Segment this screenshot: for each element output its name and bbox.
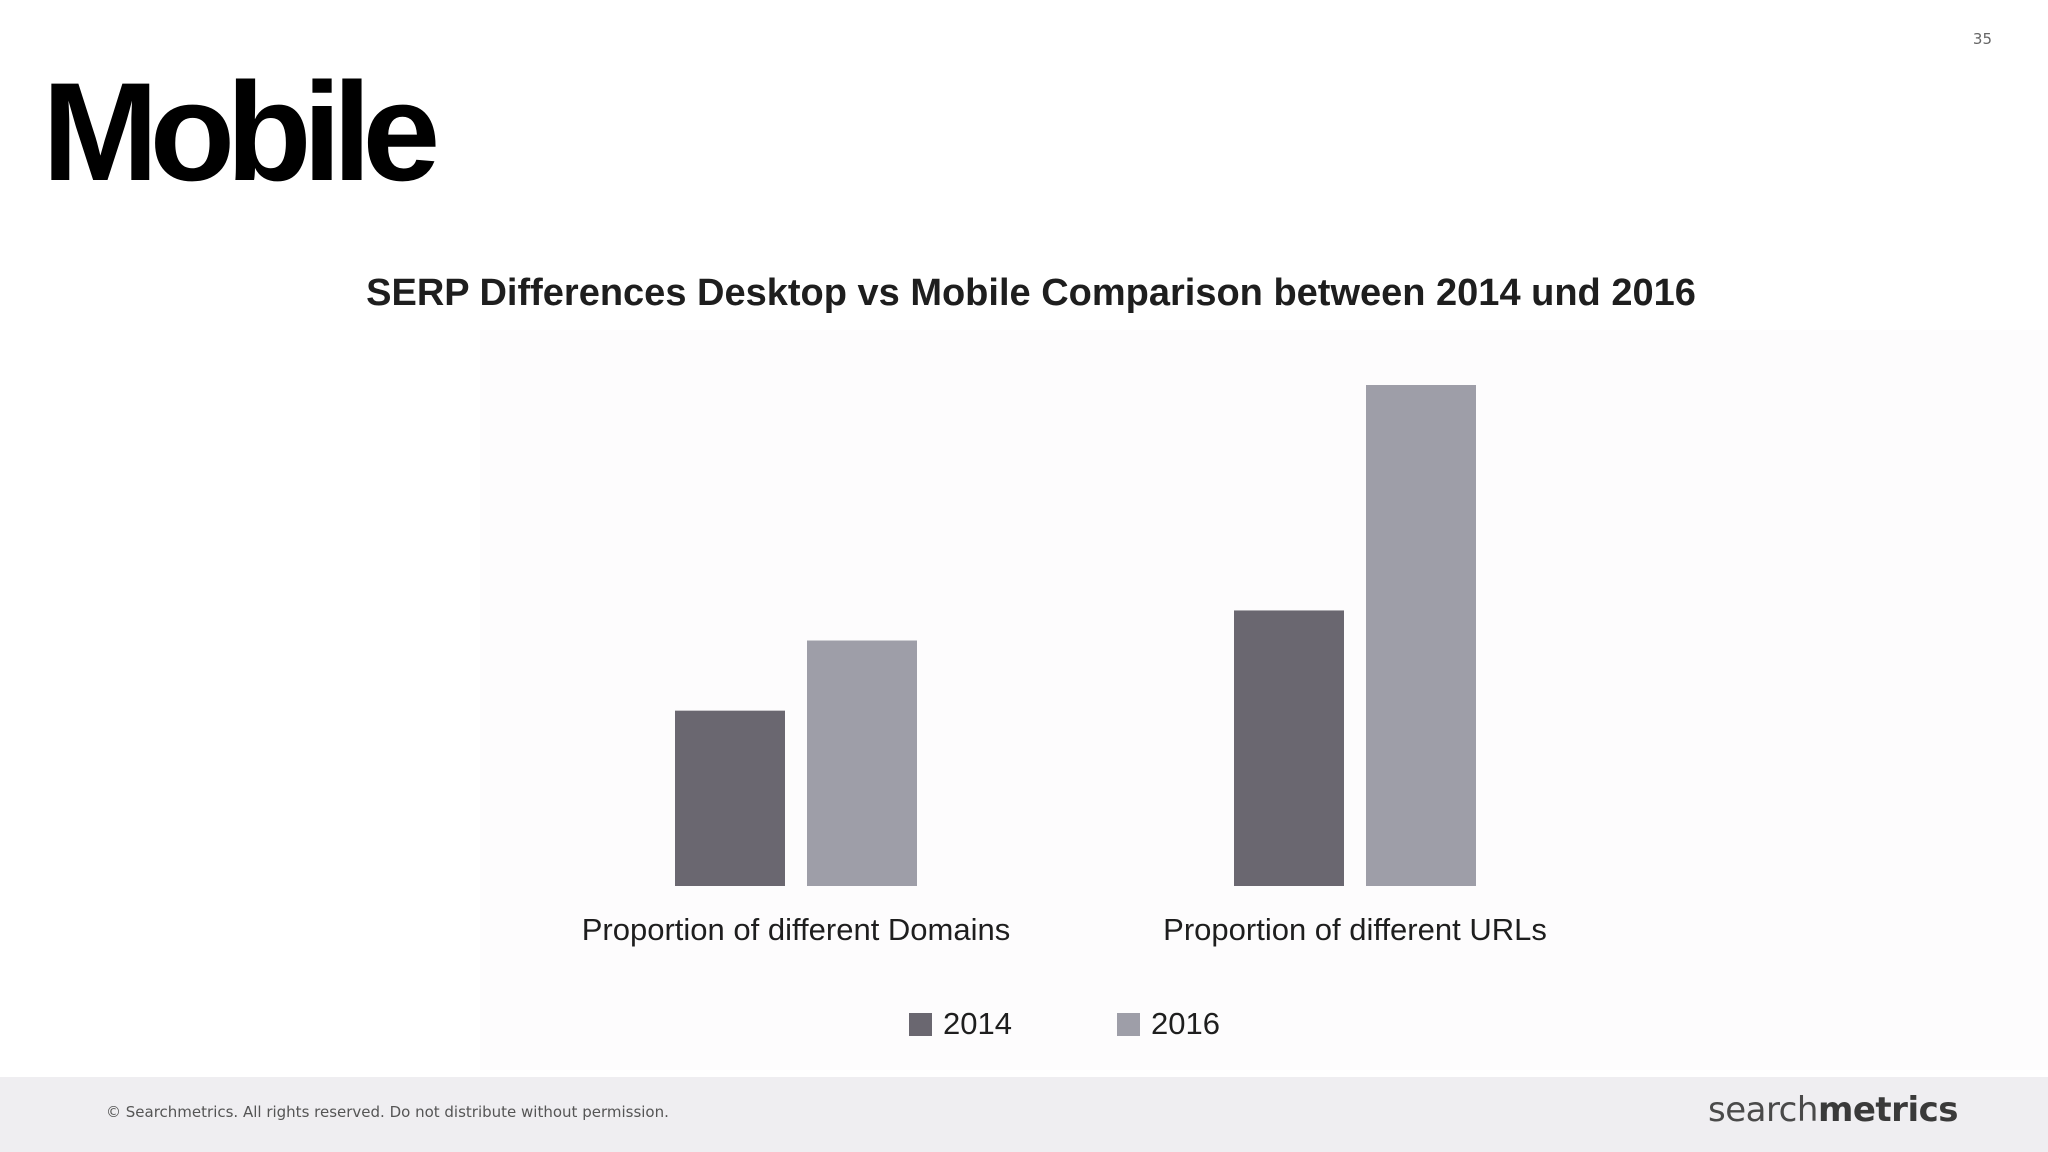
legend-label-2014: 2014 — [943, 1006, 1012, 1041]
bar-2014-urls — [1234, 610, 1344, 886]
chart-title: SERP Differences Desktop vs Mobile Compa… — [366, 272, 1696, 314]
copyright-text: © Searchmetrics. All rights reserved. Do… — [106, 1103, 669, 1121]
logo-text-bold: metrics — [1817, 1090, 1959, 1130]
slide-number: 35 — [1972, 30, 1992, 48]
slide-title: Mobile — [42, 53, 440, 210]
category-label: Proportion of different URLs — [1163, 912, 1547, 947]
searchmetrics-logo: searchmetrics — [1707, 1090, 1959, 1130]
legend-label-2016: 2016 — [1151, 1006, 1220, 1041]
logo-text-light: search — [1707, 1090, 1818, 1130]
bar-chart: Proportion of different Domains Proportio… — [582, 385, 1547, 1041]
category-label: Proportion of different Domains — [582, 912, 1011, 947]
bar-2016-urls — [1366, 385, 1476, 886]
legend-swatch-2014 — [909, 1013, 932, 1036]
bar-2014-domains — [675, 710, 785, 886]
legend-swatch-2016 — [1117, 1013, 1140, 1036]
bar-2016-domains — [807, 640, 917, 886]
footer: © Searchmetrics. All rights reserved. Do… — [0, 1077, 2048, 1152]
